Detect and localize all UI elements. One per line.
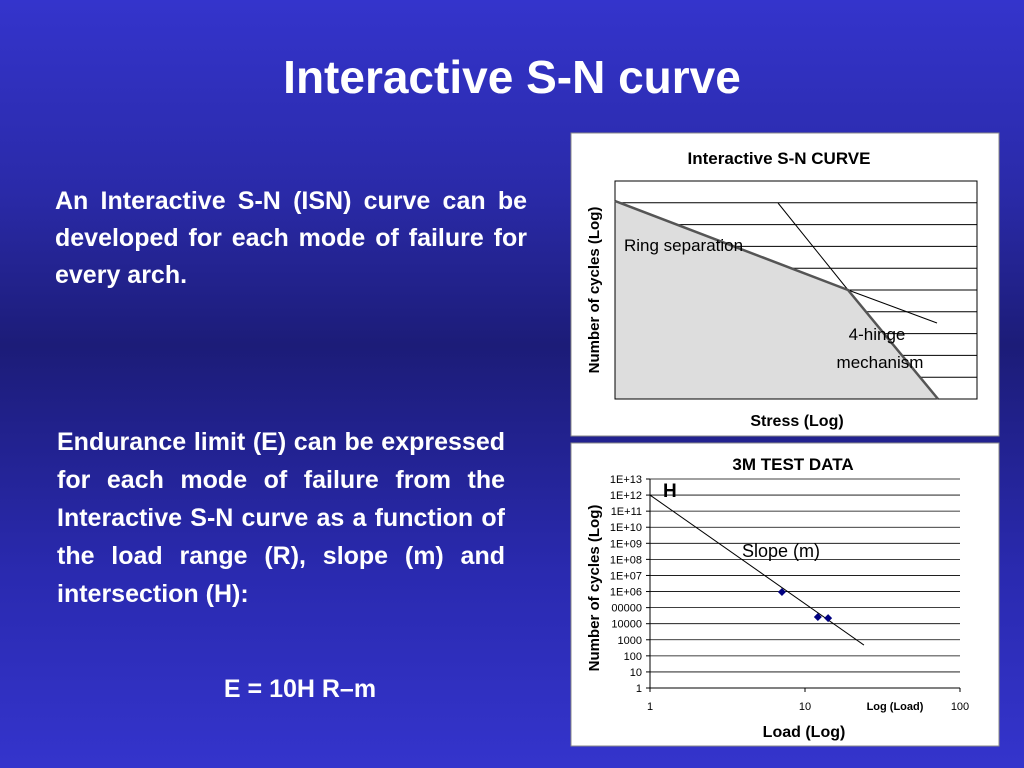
y-axis-label: Number of cycles (Log) — [586, 207, 603, 374]
annotation: H — [663, 481, 677, 502]
annotation: Log (Load) — [867, 701, 924, 713]
y-tick-label: 1E+06 — [610, 587, 642, 599]
annotation: Ring separation — [624, 236, 743, 255]
data-point — [813, 613, 822, 622]
y-tick-label: 1E+12 — [610, 490, 642, 502]
x-tick-label: 10 — [799, 701, 811, 713]
formula: E = 10H R–m — [223, 675, 377, 703]
y-tick-label: 00000 — [611, 603, 642, 615]
annotation: Slope (m) — [742, 541, 820, 561]
paragraph: An Interactive S-N (ISN) curve can be de… — [55, 187, 527, 289]
y-tick-label: 100 — [624, 651, 642, 663]
y-tick-label: 1E+10 — [610, 522, 642, 534]
curve — [614, 199, 939, 400]
x-tick-label: 1 — [647, 701, 653, 713]
annotation: mechanism — [837, 353, 924, 372]
plot-frame — [614, 180, 978, 400]
chart-frame — [570, 442, 1000, 747]
y-tick-label: 1E+13 — [610, 474, 642, 486]
y-tick-label: 1E+09 — [610, 538, 642, 550]
scatter-chart: 1 10 100 1000 10000 00000 1E+06 1E+07 1E+08 1E+09… — [610, 474, 969, 713]
y-axis-label: Number of cycles (Log) — [586, 505, 603, 672]
area — [615, 201, 938, 399]
slide-title: Interactive S-N curve — [283, 51, 741, 103]
x-tick-label: 100 — [951, 701, 969, 713]
y-tick-label: 1E+08 — [610, 554, 642, 566]
y-tick-label: 10 — [630, 667, 642, 679]
x-axis-label: Stress (Log) — [750, 413, 843, 430]
line — [777, 202, 849, 291]
data-point — [777, 588, 786, 597]
line — [847, 289, 938, 324]
paragraph: Endurance limit (E) can be expressed for… — [57, 428, 505, 608]
annotation: 4-hinge — [849, 325, 906, 344]
y-tick-label: 1 — [636, 683, 642, 695]
data-point — [824, 614, 833, 623]
y-tick-label: 1E+11 — [611, 506, 642, 518]
y-tick-label: 1000 — [618, 635, 642, 647]
y-tick-label: 1E+07 — [610, 570, 642, 582]
x-axis-label: Load (Log) — [763, 724, 846, 741]
y-tick-label: 10000 — [611, 619, 642, 631]
chart-title: 3M TEST DATA — [732, 455, 853, 474]
chart-title: Interactive S-N CURVE — [688, 149, 871, 168]
